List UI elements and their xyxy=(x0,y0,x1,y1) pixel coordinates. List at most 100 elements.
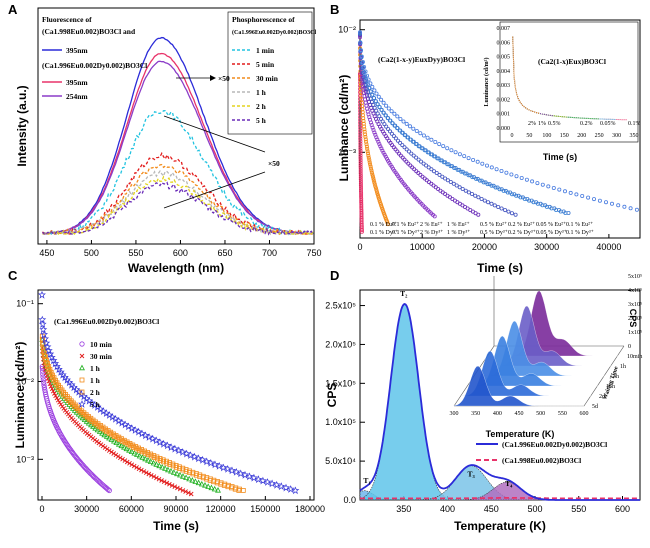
b-point xyxy=(363,134,368,139)
panel-letter-d: D xyxy=(330,268,339,283)
c-point xyxy=(286,485,295,493)
c-point xyxy=(172,484,178,490)
b-inset-ytick-7: 0.007 xyxy=(497,26,511,32)
b-inset-frame xyxy=(499,21,639,143)
c-point xyxy=(162,465,169,471)
b-point xyxy=(377,114,382,119)
c-point xyxy=(151,474,157,479)
c-point xyxy=(106,434,113,441)
b-point xyxy=(429,167,434,172)
d-inset-wait-label-5: 5d xyxy=(592,404,598,410)
b-inset-xtick-3: 150 xyxy=(560,133,569,139)
c-point xyxy=(48,369,54,375)
c-point xyxy=(111,451,117,456)
c-point xyxy=(215,487,221,493)
b-point xyxy=(414,169,419,174)
b-inset-xtick-1: 50 xyxy=(526,133,532,139)
b-point xyxy=(374,91,379,96)
b-point xyxy=(423,148,428,153)
b-point xyxy=(429,152,434,157)
b-xtick-label-4: 40000 xyxy=(596,242,621,252)
b-point xyxy=(414,141,419,146)
b-inset-ylabel: Luminance (cd/m²) xyxy=(483,58,490,107)
b-point xyxy=(516,193,521,198)
c-point xyxy=(152,436,161,445)
b-point xyxy=(520,195,525,200)
c-point xyxy=(206,459,215,467)
b-point xyxy=(384,103,389,108)
b-point xyxy=(359,198,364,203)
b-point xyxy=(475,176,480,181)
c-point xyxy=(73,409,80,415)
c-point xyxy=(136,452,143,459)
b-main-label: (Ca2(1-x-y)EuxDyy)BO3Cl xyxy=(378,55,465,64)
c-point xyxy=(190,452,199,461)
b-point xyxy=(358,134,363,139)
c-point xyxy=(127,460,132,466)
b-point xyxy=(358,173,363,178)
b-point xyxy=(387,129,392,134)
c-point xyxy=(106,487,112,494)
c-point xyxy=(190,469,196,475)
c-point xyxy=(245,472,254,481)
c-legend-marker-1 xyxy=(79,353,85,359)
b-ytick-label-1: 10⁻³ xyxy=(338,147,356,157)
b-point xyxy=(420,146,425,151)
a-legend-right-label-2: 30 min xyxy=(256,74,279,83)
d-inset-ytick-2: 2x10⁵ xyxy=(628,316,642,322)
b-point xyxy=(358,128,363,133)
c-point xyxy=(145,457,151,463)
b-point xyxy=(377,198,382,203)
c-point xyxy=(156,462,163,469)
c-point xyxy=(148,451,154,457)
b-point xyxy=(358,158,363,163)
d-inset-xtick-0: 300 xyxy=(450,411,459,417)
c-point xyxy=(121,444,127,450)
b-point xyxy=(369,168,374,173)
c-point xyxy=(182,449,191,458)
c-point xyxy=(101,431,108,438)
d-inset-xtick-6: 600 xyxy=(580,411,589,417)
b-point xyxy=(358,123,363,128)
a-legend-right-box xyxy=(227,11,313,135)
c-point xyxy=(79,414,86,421)
b-point xyxy=(358,136,363,141)
b-point xyxy=(434,170,439,175)
d-inset-xtick-4: 500 xyxy=(536,411,545,417)
d-inset-surface-4 xyxy=(460,350,591,397)
b-point xyxy=(365,151,370,156)
c-point xyxy=(48,384,54,389)
b-point xyxy=(388,118,393,123)
b-point xyxy=(489,165,494,170)
b-point xyxy=(390,121,395,126)
b-inset-ytick-2: 0.002 xyxy=(497,97,511,103)
b-point xyxy=(519,175,524,180)
b-inset-xtick-4: 200 xyxy=(577,133,586,139)
b-point xyxy=(406,135,411,140)
panel-letter-b: B xyxy=(330,2,339,17)
b-point xyxy=(503,208,508,213)
b-inset-xtick-0: 0 xyxy=(511,133,514,139)
b-point xyxy=(370,174,375,179)
c-point xyxy=(124,459,130,465)
b-inset-series-label-5: 0.1% xyxy=(628,121,641,127)
b-point xyxy=(377,105,382,110)
a-xtick-label-6: 750 xyxy=(306,248,321,258)
a-legend-right-title-1: Phosphorescence of xyxy=(232,15,295,24)
b-series-label-2-2: 2 % Dy³⁺ xyxy=(420,230,443,236)
c-point xyxy=(139,454,146,460)
b-point xyxy=(454,183,459,188)
b-point xyxy=(418,131,423,136)
d-ytick-label-4: 2.0x10⁵ xyxy=(325,339,356,349)
b-point xyxy=(495,185,500,190)
b-point xyxy=(433,139,438,144)
b-inset-xtick-6: 300 xyxy=(612,133,621,139)
b-point xyxy=(406,161,411,166)
c-point xyxy=(54,380,60,386)
c-point xyxy=(186,490,191,496)
b-point xyxy=(361,87,366,92)
b-point xyxy=(421,133,426,138)
a-legend-right-label-0: 1 min xyxy=(256,46,275,55)
c-point xyxy=(45,363,50,369)
b-point xyxy=(364,139,369,144)
